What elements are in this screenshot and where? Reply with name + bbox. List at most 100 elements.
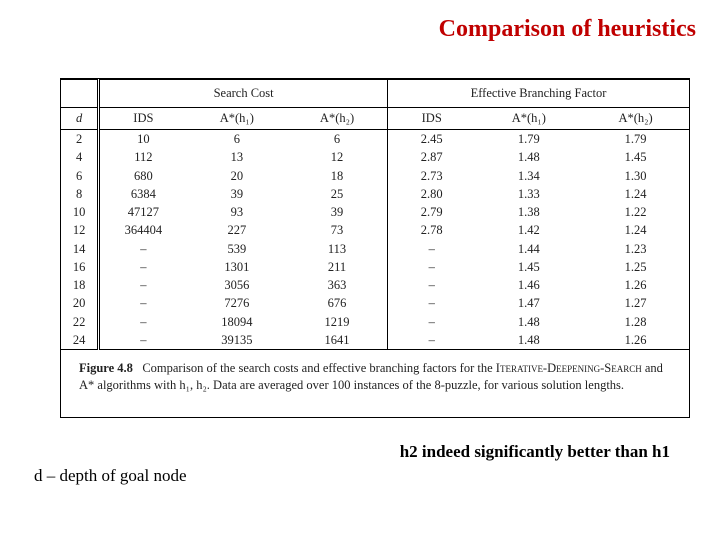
col-ids-sc: IDS <box>99 108 187 130</box>
cell-bf_ids: 2.73 <box>388 167 476 185</box>
cell-sc_ids: – <box>99 294 187 312</box>
cell-bf_h2: 1.28 <box>582 313 689 331</box>
cell-bf_ids: – <box>388 313 476 331</box>
cell-bf_h1: 1.45 <box>475 258 582 276</box>
col-d: d <box>61 108 99 130</box>
cell-sc_h1: 18094 <box>187 313 287 331</box>
caption-fignum: Figure 4.8 <box>79 361 133 375</box>
cell-d: 8 <box>61 185 99 203</box>
cell-bf_ids: – <box>388 331 476 350</box>
cell-bf_h2: 1.79 <box>582 130 689 149</box>
cell-bf_ids: – <box>388 258 476 276</box>
table-row: 411213122.871.481.45 <box>61 148 689 166</box>
cell-sc_ids: 47127 <box>99 203 187 221</box>
cell-sc_h2: 25 <box>287 185 387 203</box>
cell-d: 12 <box>61 221 99 239</box>
table-row: 18–3056363–1.461.26 <box>61 276 689 294</box>
cell-sc_h1: 39135 <box>187 331 287 350</box>
cell-sc_h2: 363 <box>287 276 387 294</box>
cell-sc_h2: 1641 <box>287 331 387 350</box>
cell-d: 10 <box>61 203 99 221</box>
figure-container: Search Cost Effective Branching Factor d… <box>60 78 690 418</box>
footnote-conclusion: h2 indeed significantly better than h1 <box>400 442 670 462</box>
cell-bf_ids: 2.79 <box>388 203 476 221</box>
cell-d: 2 <box>61 130 99 149</box>
cell-d: 6 <box>61 167 99 185</box>
header-branching-factor: Effective Branching Factor <box>388 80 689 108</box>
cell-bf_h1: 1.48 <box>475 148 582 166</box>
col-ah2-sc: A*(h₂) <box>287 108 387 130</box>
cell-d: 14 <box>61 240 99 258</box>
cell-bf_h2: 1.45 <box>582 148 689 166</box>
table-row: 22–180941219–1.481.28 <box>61 313 689 331</box>
cell-bf_h1: 1.42 <box>475 221 582 239</box>
table-row: 20–7276676–1.471.27 <box>61 294 689 312</box>
col-ah2-bf: A*(h₂) <box>582 108 689 130</box>
cell-sc_h2: 12 <box>287 148 387 166</box>
cell-d: 24 <box>61 331 99 350</box>
cell-sc_h1: 1301 <box>187 258 287 276</box>
table-row: 8638439252.801.331.24 <box>61 185 689 203</box>
cell-bf_ids: – <box>388 276 476 294</box>
cell-d: 22 <box>61 313 99 331</box>
cell-sc_h1: 13 <box>187 148 287 166</box>
table-row: 104712793392.791.381.22 <box>61 203 689 221</box>
cell-sc_h1: 3056 <box>187 276 287 294</box>
cell-bf_h1: 1.79 <box>475 130 582 149</box>
cell-sc_ids: – <box>99 276 187 294</box>
cell-sc_ids: 680 <box>99 167 187 185</box>
caption-body-a: Comparison of the search costs and effec… <box>142 361 495 375</box>
cell-sc_ids: – <box>99 258 187 276</box>
cell-sc_h1: 39 <box>187 185 287 203</box>
cell-bf_h2: 1.27 <box>582 294 689 312</box>
cell-bf_h2: 1.24 <box>582 185 689 203</box>
table-row: 210662.451.791.79 <box>61 130 689 149</box>
cell-bf_ids: 2.45 <box>388 130 476 149</box>
cell-bf_h2: 1.25 <box>582 258 689 276</box>
cell-bf_h2: 1.24 <box>582 221 689 239</box>
cell-sc_h2: 6 <box>287 130 387 149</box>
cell-sc_h2: 1219 <box>287 313 387 331</box>
cell-d: 16 <box>61 258 99 276</box>
cell-sc_ids: 10 <box>99 130 187 149</box>
table-row: 16–1301211–1.451.25 <box>61 258 689 276</box>
cell-bf_h1: 1.48 <box>475 331 582 350</box>
cell-sc_h2: 39 <box>287 203 387 221</box>
figure-caption: Figure 4.8 Comparison of the search cost… <box>61 350 689 394</box>
header-search-cost: Search Cost <box>99 80 388 108</box>
cell-sc_h2: 113 <box>287 240 387 258</box>
cell-d: 4 <box>61 148 99 166</box>
table-row: 668020182.731.341.30 <box>61 167 689 185</box>
cell-bf_ids: – <box>388 294 476 312</box>
cell-sc_h2: 211 <box>287 258 387 276</box>
cell-sc_h2: 18 <box>287 167 387 185</box>
cell-bf_h2: 1.23 <box>582 240 689 258</box>
cell-bf_h2: 1.26 <box>582 276 689 294</box>
cell-sc_ids: 364404 <box>99 221 187 239</box>
cell-bf_ids: 2.80 <box>388 185 476 203</box>
table-row: 24–391351641–1.481.26 <box>61 331 689 350</box>
cell-sc_h2: 73 <box>287 221 387 239</box>
cell-bf_ids: 2.87 <box>388 148 476 166</box>
cell-sc_h1: 227 <box>187 221 287 239</box>
cell-bf_h2: 1.22 <box>582 203 689 221</box>
cell-sc_ids: 112 <box>99 148 187 166</box>
cell-bf_h1: 1.44 <box>475 240 582 258</box>
cell-bf_ids: 2.78 <box>388 221 476 239</box>
cell-bf_h1: 1.48 <box>475 313 582 331</box>
cell-bf_h1: 1.33 <box>475 185 582 203</box>
cell-sc_h2: 676 <box>287 294 387 312</box>
col-ah1-sc: A*(h₁) <box>187 108 287 130</box>
caption-algo: Iterative-Deepening-Search <box>496 361 642 375</box>
cell-bf_h2: 1.30 <box>582 167 689 185</box>
cell-bf_ids: – <box>388 240 476 258</box>
col-ah1-bf: A*(h₁) <box>475 108 582 130</box>
footnote-depth: d – depth of goal node <box>34 466 187 486</box>
table-row: 12364404227732.781.421.24 <box>61 221 689 239</box>
cell-d: 18 <box>61 276 99 294</box>
cell-sc_ids: – <box>99 313 187 331</box>
page-title: Comparison of heuristics <box>439 16 696 43</box>
cell-bf_h1: 1.46 <box>475 276 582 294</box>
cell-bf_h1: 1.38 <box>475 203 582 221</box>
cell-sc_ids: – <box>99 331 187 350</box>
